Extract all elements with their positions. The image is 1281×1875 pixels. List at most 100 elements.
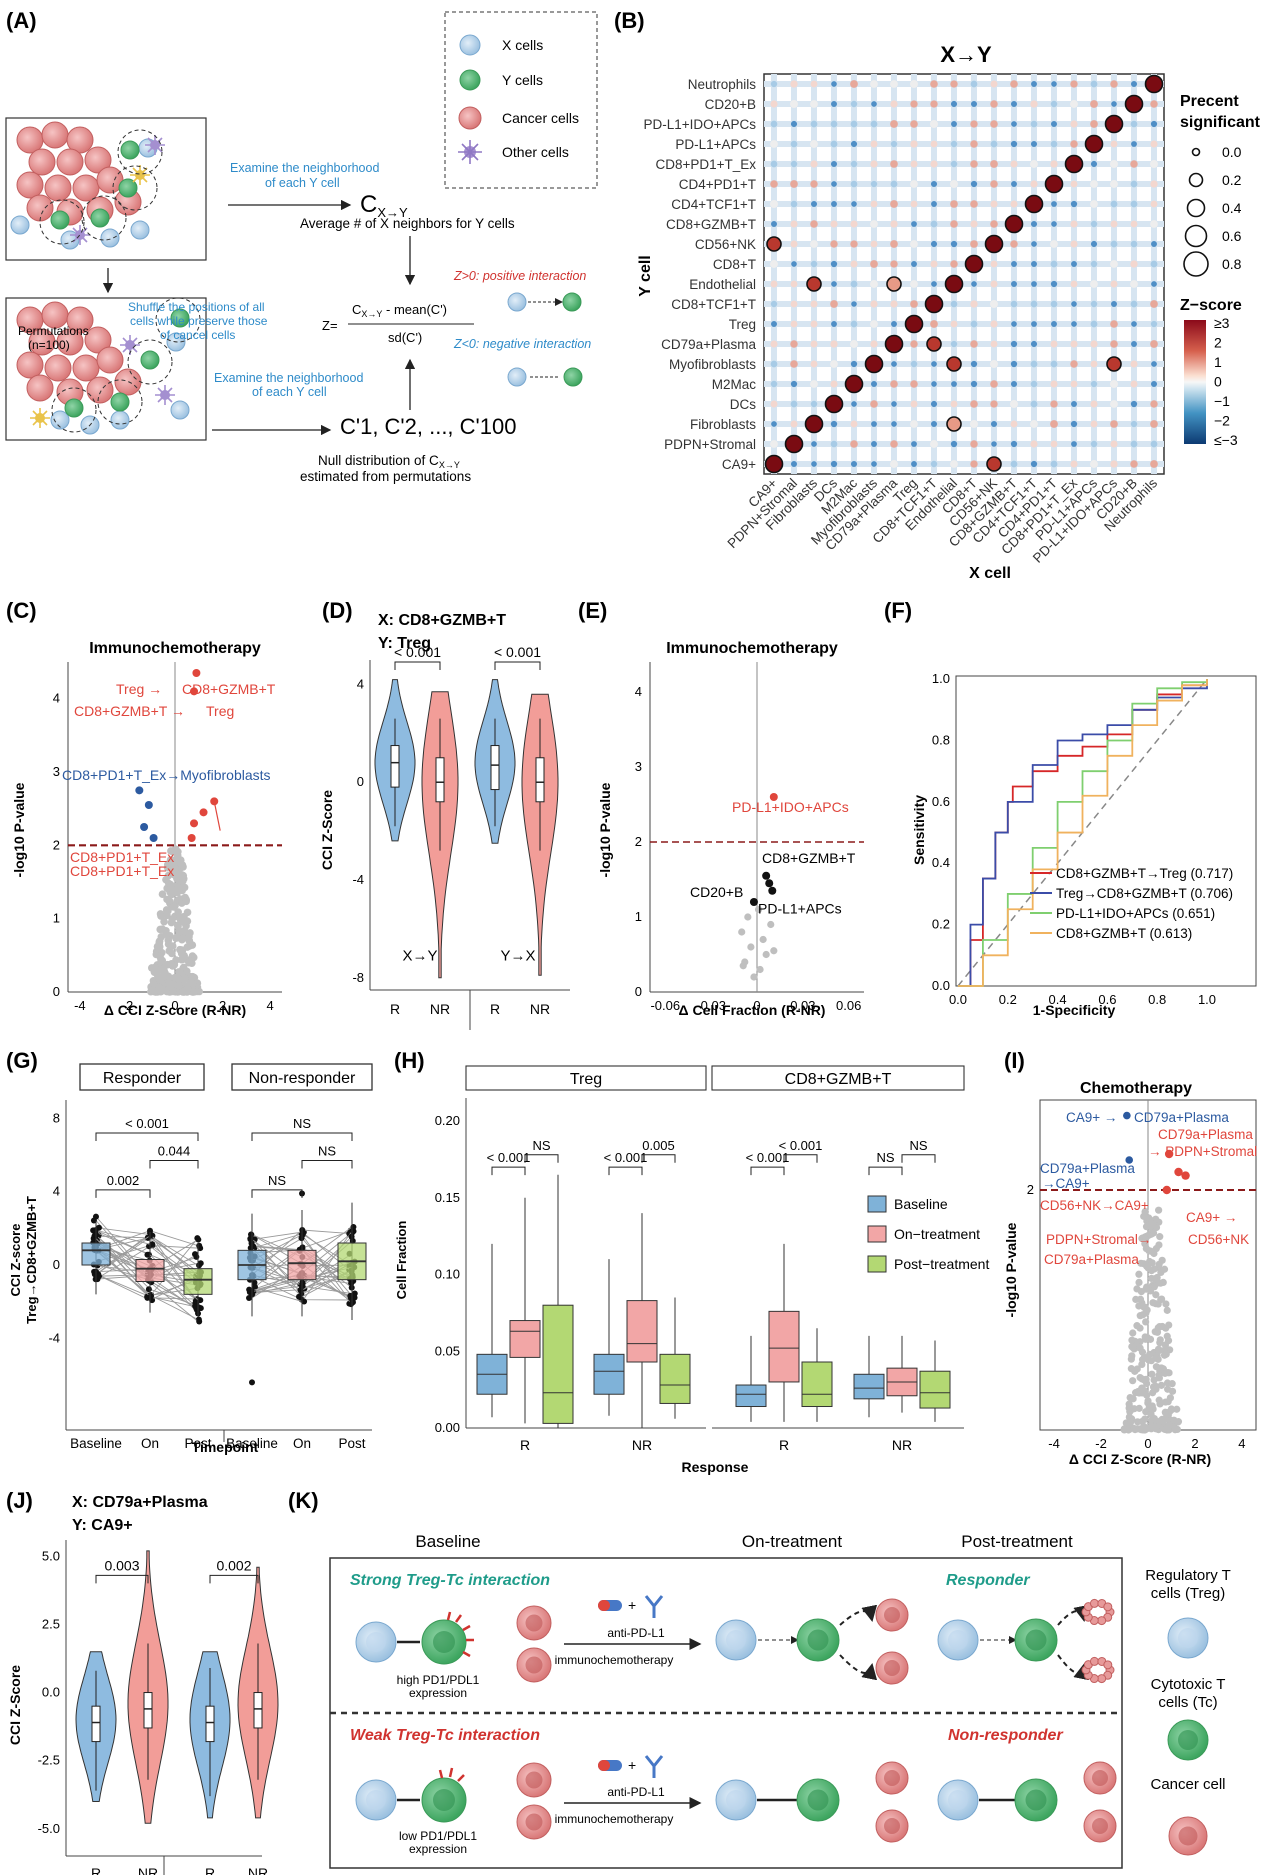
g-bracket-label: 0.044 bbox=[158, 1144, 191, 1159]
j-violin-plot: 5.0 2.5 0.0 -2.5 -5.0 0.003 0.002 R NR R NR bbox=[38, 1540, 279, 1875]
permutations-label: Permutations bbox=[18, 324, 89, 338]
panel-g: (G) Responder Non-responder 8 4 0 -4 < 0.001… bbox=[6, 1048, 373, 1455]
e-x-axis-title: Δ Cell Fraction (R-NR) bbox=[679, 1002, 826, 1018]
i-point-ns bbox=[1147, 1357, 1155, 1365]
i-point-ns bbox=[1162, 1300, 1170, 1308]
heatmap-dot bbox=[950, 140, 958, 148]
i-point-blue bbox=[1125, 1156, 1134, 1164]
cancer-cell bbox=[28, 148, 56, 176]
g-point bbox=[95, 1273, 102, 1280]
i-point-ns bbox=[1120, 1425, 1128, 1433]
heatmap-y-label: CA9+ bbox=[722, 457, 756, 472]
i-point-ns bbox=[1153, 1328, 1162, 1336]
j-y-line: Y: CA9+ bbox=[72, 1517, 133, 1534]
i-point-ns bbox=[1147, 1425, 1155, 1433]
i-point-ns bbox=[1155, 1206, 1163, 1214]
heatmap-dot bbox=[810, 220, 818, 228]
e-y-tick: 3 bbox=[635, 759, 642, 774]
c-point-ns bbox=[168, 962, 177, 970]
g-point bbox=[249, 1379, 255, 1386]
heatmap-dot bbox=[830, 340, 838, 348]
k-high-pd1-1: high PD1/PDL1 bbox=[397, 1673, 480, 1687]
c-point-ns bbox=[174, 922, 182, 931]
cancer-cell bbox=[96, 346, 124, 374]
heatmap-dot bbox=[870, 280, 878, 288]
size-legend-circle bbox=[1191, 147, 1201, 157]
c-label-red: Treg bbox=[206, 703, 234, 719]
g-point bbox=[350, 1223, 357, 1230]
j-y-tick: 2.5 bbox=[42, 1616, 60, 1631]
h-legend-baseline: Baseline bbox=[894, 1196, 948, 1212]
pos-x-cell-icon bbox=[507, 292, 527, 312]
d-bracket-1-label: < 0.001 bbox=[394, 644, 441, 660]
heatmap-dot bbox=[950, 180, 958, 188]
heatmap-dot bbox=[770, 300, 778, 308]
shuffle-text-1: Shuffle the positions of all bbox=[128, 300, 265, 314]
heatmap-dot bbox=[770, 220, 778, 228]
heatmap-dot bbox=[970, 460, 978, 468]
heatmap-dot bbox=[770, 120, 778, 128]
f-y-tick: 1.0 bbox=[932, 671, 950, 686]
heatmap-dot bbox=[1130, 120, 1138, 128]
heatmap-dot bbox=[1050, 100, 1058, 108]
panel-g-letter: (G) bbox=[6, 1048, 38, 1073]
heatmap-x-labels: CA9+PDPN+StromalFibroblastsDCsM2MacMyofi… bbox=[725, 475, 1161, 566]
j-box-box bbox=[143, 1692, 153, 1729]
heatmap-dot bbox=[970, 240, 978, 248]
i-x-tick: 4 bbox=[1238, 1436, 1245, 1451]
heatmap-dot bbox=[870, 380, 878, 388]
panel-i: (I) Chemotherapy -4 -2 0 2 4 2 CA9+ → CD79a+Pla… bbox=[1003, 1048, 1257, 1467]
heatmap-dot bbox=[1150, 420, 1158, 428]
h-strip-treg-label: Treg bbox=[570, 1071, 602, 1088]
c-point-ns bbox=[160, 917, 168, 926]
e-y-tick: 4 bbox=[635, 684, 642, 699]
heatmap-dot bbox=[1010, 100, 1018, 108]
y-cell bbox=[118, 178, 138, 198]
heatmap-dot bbox=[810, 300, 818, 308]
heatmap-dot bbox=[1110, 260, 1118, 268]
neighborhood-ring bbox=[117, 129, 163, 175]
heatmap-dot bbox=[930, 420, 938, 428]
i-point-ns bbox=[1174, 1418, 1182, 1426]
size-legend-circle bbox=[1186, 198, 1206, 218]
c-point-blue bbox=[149, 834, 158, 842]
k-drug-label-1: anti-PD-L1 bbox=[607, 1626, 665, 1640]
heatmap-dot bbox=[891, 321, 897, 327]
heatmap-dot bbox=[790, 460, 798, 468]
h-box bbox=[853, 1373, 885, 1400]
heatmap-dot bbox=[810, 120, 818, 128]
k-treg-cell-nucleus bbox=[726, 1630, 746, 1650]
heatmap-dot bbox=[831, 281, 837, 287]
heatmap-y-label: M2Mac bbox=[712, 377, 757, 392]
c-point-ns bbox=[171, 865, 180, 873]
g-y-axis-title-2: Treg→CD8+GZMB+T bbox=[24, 1196, 39, 1324]
heatmap-dot bbox=[930, 220, 938, 228]
k-tc-cell-nucleus bbox=[1025, 1789, 1047, 1811]
g-point bbox=[196, 1262, 203, 1269]
c-point-ns bbox=[158, 956, 167, 965]
heatmap-dot bbox=[810, 100, 818, 108]
i-point-ns bbox=[1166, 1394, 1175, 1402]
panel-d: (D) X: CD8+GZMB+T Y: Treg 4 0 -4 -8 < 0.001 <… bbox=[319, 598, 570, 1030]
i-point-blue bbox=[1123, 1111, 1131, 1120]
d-y-tick: 4 bbox=[357, 676, 364, 691]
i-point-ns bbox=[1136, 1295, 1145, 1303]
j-box-box bbox=[91, 1705, 101, 1743]
z-legend-label: −2 bbox=[1214, 413, 1230, 429]
heatmap-y-label: Fibroblasts bbox=[690, 417, 756, 432]
heatmap-dot bbox=[910, 200, 918, 208]
z-denominator: sd(C') bbox=[388, 330, 422, 345]
g-box bbox=[81, 1242, 111, 1266]
f-x-tick: 0.6 bbox=[1098, 992, 1116, 1007]
i-point-ns bbox=[1171, 1426, 1179, 1434]
h-bracket-label: < 0.001 bbox=[746, 1150, 790, 1165]
heatmap-dot bbox=[850, 80, 858, 88]
k-low-pd1-2: expression bbox=[409, 1842, 467, 1856]
e-point-ns bbox=[759, 935, 767, 944]
i-point-ns bbox=[1129, 1377, 1137, 1385]
heatmap-dot-significant bbox=[984, 234, 1004, 254]
c-label-red: CD8+GZMB+T → bbox=[74, 703, 185, 719]
heatmap-dot bbox=[1030, 380, 1038, 388]
h-y-axis-title: Cell Fraction bbox=[394, 1221, 409, 1300]
heatmap-dot bbox=[1110, 160, 1118, 168]
